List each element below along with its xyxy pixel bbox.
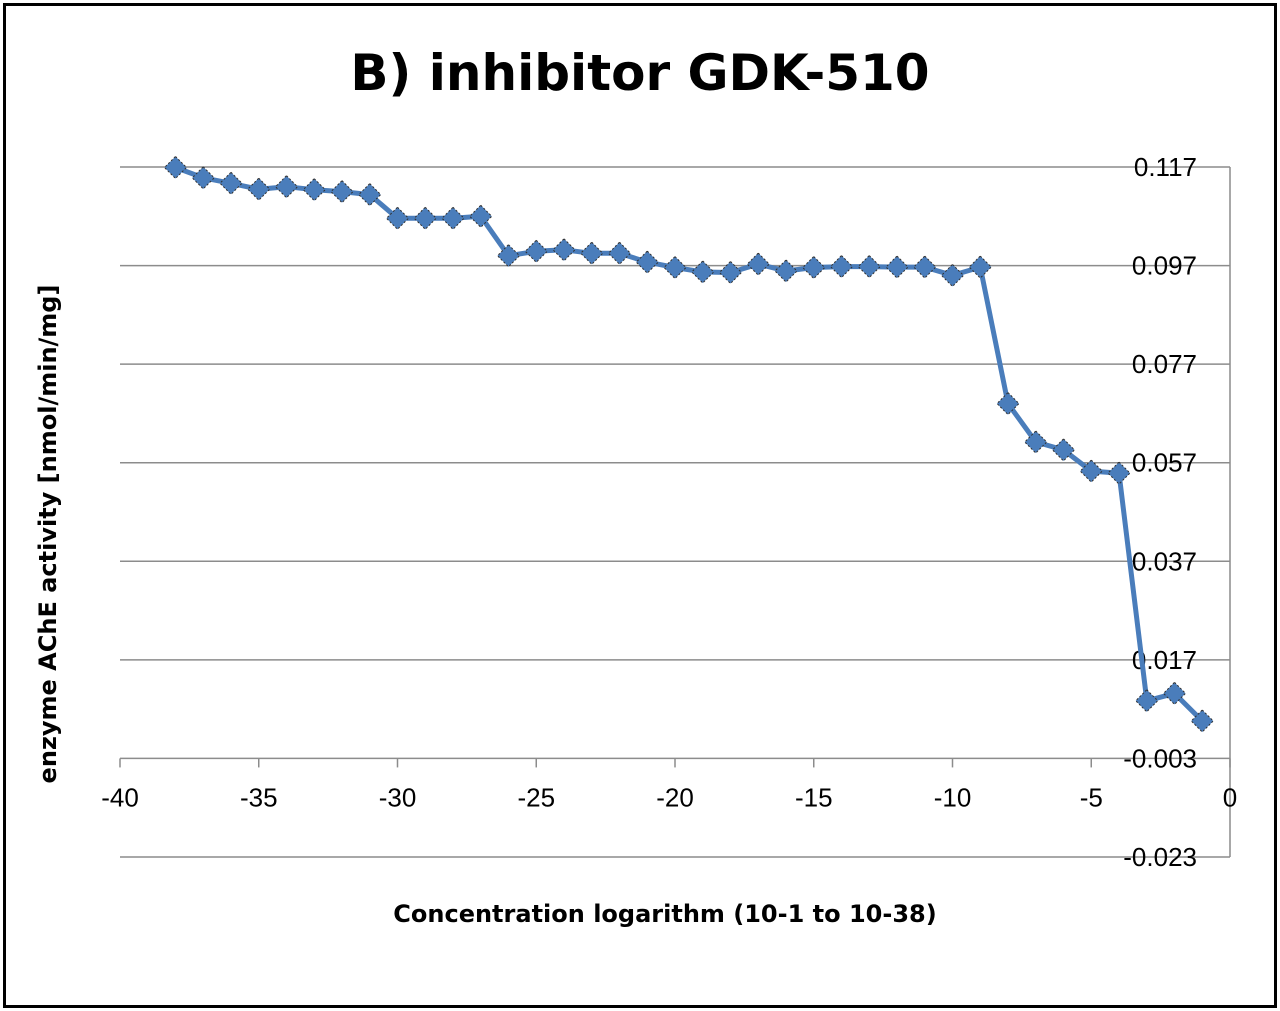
data-point-marker <box>163 155 188 180</box>
x-axis-title: Concentration logarithm (10-1 to 10-38) <box>393 900 936 928</box>
data-point-marker <box>496 244 521 268</box>
y-tick-label: -0.003 <box>1123 743 1197 773</box>
data-point-marker <box>885 255 909 279</box>
data-point-marker <box>1107 461 1131 485</box>
data-point-marker <box>718 260 743 285</box>
x-tick-label: -30 <box>379 782 417 812</box>
data-point-marker <box>441 206 465 230</box>
data-point-marker <box>913 255 937 279</box>
data-point-marker <box>857 254 881 279</box>
y-tick-label: -0.023 <box>1123 842 1197 872</box>
x-tick-label: -35 <box>240 782 278 812</box>
x-axis-tick-labels: -40 -35 -30 -25 -20 -15 -10 -5 0 <box>101 782 1237 812</box>
data-point-marker <box>302 177 326 202</box>
data-point-marker <box>358 182 382 207</box>
data-point-marker <box>1079 459 1103 483</box>
x-tick-label: -40 <box>101 782 139 812</box>
data-point-marker <box>746 252 770 276</box>
data-point-marker <box>802 255 826 280</box>
data-point-marker <box>774 259 798 283</box>
data-point-marker <box>524 239 548 263</box>
data-point-marker <box>219 171 243 195</box>
data-point-marker <box>996 391 1020 416</box>
chart-frame <box>3 3 1277 1008</box>
data-point-marker <box>191 166 215 190</box>
y-axis-tick-labels: 0.1170.0970.0770.0570.0370.017-0.003-0.0… <box>1123 152 1197 872</box>
x-tick-label: -15 <box>795 782 833 812</box>
data-point-marker <box>330 179 354 204</box>
gridlines <box>120 166 1230 858</box>
data-point-marker <box>691 260 715 284</box>
data-point-marker <box>469 204 493 228</box>
x-tick-label: -10 <box>934 782 972 812</box>
data-point-marker <box>1051 438 1076 462</box>
series-line <box>174 165 1205 723</box>
data-point-marker <box>580 241 604 265</box>
x-tick-label: -5 <box>1080 782 1103 812</box>
x-tick-label: -25 <box>517 782 555 812</box>
data-point-marker <box>247 177 271 201</box>
data-point-marker <box>635 250 659 274</box>
y-tick-label: 0.097 <box>1132 251 1197 281</box>
data-point-marker <box>274 175 299 199</box>
data-point-marker <box>663 255 687 280</box>
data-series <box>163 155 1214 733</box>
data-point-marker <box>552 238 576 262</box>
data-point-marker <box>940 263 965 288</box>
y-tick-label: 0.117 <box>1134 152 1197 182</box>
data-point-marker <box>1135 689 1159 713</box>
x-tick-label: -20 <box>656 782 694 812</box>
data-point-marker <box>1024 430 1048 454</box>
data-point-marker <box>413 206 437 230</box>
y-tick-label: 0.037 <box>1132 546 1197 576</box>
data-point-marker <box>829 254 854 279</box>
data-point-marker <box>1190 709 1214 733</box>
y-tick-label: 0.057 <box>1132 448 1197 478</box>
data-point-marker <box>1162 681 1187 706</box>
data-point-marker <box>607 241 632 265</box>
x-tick-label: 0 <box>1223 782 1237 812</box>
data-point-marker <box>385 206 410 230</box>
y-axis-title: enzyme AChE activity [nmol/min/mg] <box>34 285 62 784</box>
data-point-marker <box>968 255 992 279</box>
chart-title: B) inhibitor GDK-510 <box>350 44 929 102</box>
x-axis <box>119 757 1231 768</box>
y-tick-label: 0.077 <box>1132 349 1197 379</box>
